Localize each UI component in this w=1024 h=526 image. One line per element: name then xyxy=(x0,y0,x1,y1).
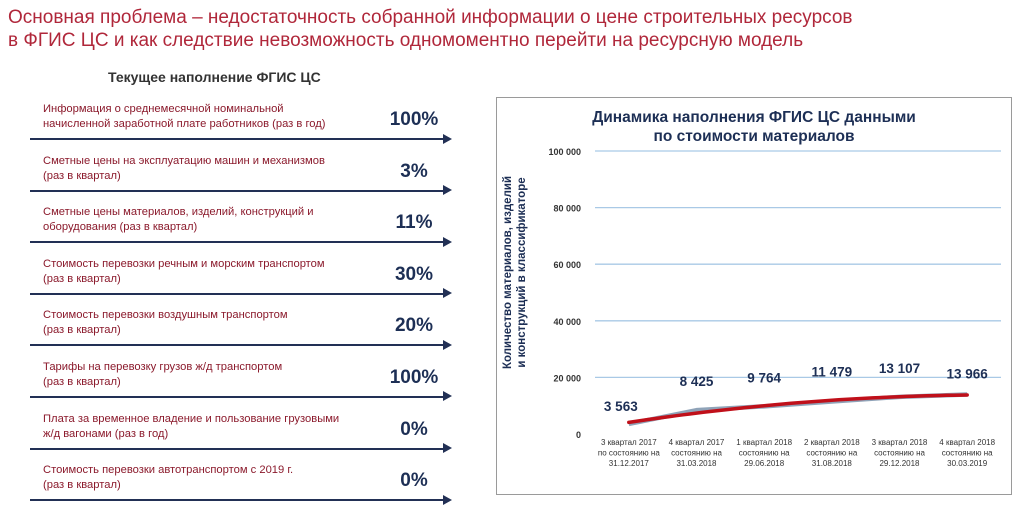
chart-title-line-2: по стоимости материалов xyxy=(653,128,855,145)
item-label: Информация о среднемесячной номинальной н… xyxy=(43,102,363,132)
list-item: Стоимость перевозки автотранспортом с 20… xyxy=(0,457,460,509)
line-chart: 0 20 000 40 000 60 000 80 000 100 000 Количест… xyxy=(502,147,1001,468)
item-label-line-1: Информация о среднемесячной номинальной xyxy=(43,103,284,115)
item-percentage: 3% xyxy=(400,160,428,182)
y-tick-label: 100 000 xyxy=(548,147,581,157)
data-label: 13 107 xyxy=(879,361,920,376)
item-label-line-2: (раз в квартал) xyxy=(43,272,121,285)
arrow-right-icon xyxy=(443,494,452,505)
trend-line xyxy=(627,393,969,425)
arrow-line xyxy=(30,138,446,140)
arrow-line xyxy=(30,395,446,398)
arrow-line xyxy=(30,241,446,244)
y-axis-label: Количество материалов, изделий и конструк… xyxy=(502,176,528,369)
x-tick-label: 29.12.2018 xyxy=(879,459,920,468)
item-label: Сметные цены материалов, изделий, констр… xyxy=(43,205,363,235)
item-label-line-2: оборудования (раз в квартал) xyxy=(43,221,198,234)
chart-title-line-1: Динамика наполнения ФГИС ЦС данными xyxy=(592,109,916,126)
item-percentage: 11% xyxy=(395,212,433,234)
x-tick-label: 3 квартал 2018 xyxy=(872,438,928,447)
data-label: 3 563 xyxy=(604,399,638,414)
item-label-line-1: Тарифы на перевозку грузов ж/д транспорт… xyxy=(43,360,283,373)
list-item: Сметные цены на эксплуатацию машин и мех… xyxy=(0,148,460,200)
series-line xyxy=(628,392,968,427)
y-tick-label: 40 000 xyxy=(553,317,581,327)
item-label-line-1: Сметные цены материалов, изделий, констр… xyxy=(43,206,314,219)
item-percentage: 100% xyxy=(389,366,439,388)
x-tick-label: по состоянию на xyxy=(598,449,660,458)
data-label: 13 966 xyxy=(947,366,989,381)
resource-list: Информация о среднемесячной номинальной н… xyxy=(0,96,460,509)
arrow-line xyxy=(30,292,446,295)
item-label-line-2: (раз в квартал) xyxy=(43,375,121,388)
chart-title: Динамика наполнения ФГИС ЦС данными по с… xyxy=(497,108,1011,146)
arrow-right-icon xyxy=(443,443,452,454)
item-label-line-1: Сметные цены на эксплуатацию машин и мех… xyxy=(43,154,325,167)
list-item: Стоимость перевозки речным и морским тра… xyxy=(0,251,460,303)
x-tick-label: 4 квартал 2017 xyxy=(669,438,725,447)
y-tick-label: 60 000 xyxy=(553,260,581,270)
item-label-line-2: ж/д вагонами (раз в год) xyxy=(43,427,169,440)
list-item: Плата за временное владение и пользовани… xyxy=(0,406,460,458)
item-percentage: 20% xyxy=(394,315,434,337)
arrow-right-icon xyxy=(443,391,452,402)
data-label: 8 425 xyxy=(680,374,714,389)
list-item: Информация о среднемесячной номинальной н… xyxy=(0,96,460,148)
item-label: Плата за временное владение и пользовани… xyxy=(43,412,363,442)
y-tick-label: 80 000 xyxy=(553,204,581,214)
item-percentage: 0% xyxy=(400,418,428,440)
item-label-line-1: Стоимость перевозки речным и морским тра… xyxy=(43,257,325,270)
item-label-line-2: начисленной заработной плате работников … xyxy=(43,118,326,130)
item-label: Стоимость перевозки воздушным транспорто… xyxy=(43,308,363,338)
y-tick-label: 20 000 xyxy=(553,373,581,383)
arrow-right-icon xyxy=(443,236,452,247)
x-tick-label: 31.12.2017 xyxy=(609,459,650,468)
item-label: Сметные цены на эксплуатацию машин и мех… xyxy=(43,154,363,184)
item-label-line-1: Стоимость перевозки автотранспортом с 20… xyxy=(43,464,294,477)
arrow-right-icon xyxy=(443,133,452,144)
x-tick-label: 31.08.2018 xyxy=(812,459,853,468)
list-item: Тарифы на перевозку грузов ж/д транспорт… xyxy=(0,354,460,406)
item-label-line-2: (раз в квартал) xyxy=(43,324,121,337)
page-title: Основная проблема – недостаточность собр… xyxy=(8,6,1008,52)
x-tick-label: 4 квартал 2018 xyxy=(939,438,995,447)
list-item: Сметные цены материалов, изделий, констр… xyxy=(0,199,460,251)
item-label: Тарифы на перевозку грузов ж/д транспорт… xyxy=(43,360,363,390)
arrow-right-icon xyxy=(443,339,452,350)
x-tick-label: состоянию на xyxy=(739,449,790,458)
item-label-line-1: Стоимость перевозки воздушным транспорто… xyxy=(43,309,288,322)
x-tick-label: состоянию на xyxy=(671,449,722,458)
x-tick-label: 31.03.2018 xyxy=(676,459,717,468)
item-percentage: 100% xyxy=(389,109,439,130)
arrow-line xyxy=(30,344,446,347)
x-tick-label: 2 квартал 2018 xyxy=(804,438,860,447)
arrow-line xyxy=(30,447,446,450)
item-label-line-2: (раз в квартал) xyxy=(43,479,121,492)
x-tick-label: состоянию на xyxy=(942,449,993,458)
page-title-line-1: Основная проблема – недостаточность собр… xyxy=(8,7,853,28)
x-tick-label: 29.06.2018 xyxy=(744,459,785,468)
x-tick-label: состоянию на xyxy=(874,449,925,458)
data-label: 9 764 xyxy=(747,370,781,385)
arrow-line xyxy=(30,499,446,502)
arrow-right-icon xyxy=(443,185,452,196)
page-title-line-2: в ФГИС ЦС и как следствие невозможность … xyxy=(8,30,804,51)
item-label-line-1: Плата за временное владение и пользовани… xyxy=(43,412,340,425)
arrow-right-icon xyxy=(443,288,452,299)
y-tick-label: 0 xyxy=(576,430,581,440)
x-tick-label: 1 квартал 2018 xyxy=(736,438,792,447)
item-percentage: 0% xyxy=(400,470,428,492)
left-panel-heading: Текущее наполнение ФГИС ЦС xyxy=(108,69,321,85)
item-percentage: 30% xyxy=(394,263,434,285)
item-label: Стоимость перевозки автотранспортом с 20… xyxy=(43,463,363,493)
data-label: 11 479 xyxy=(812,365,853,380)
x-tick-label: 3 квартал 2017 xyxy=(601,438,657,447)
item-label-line-2: (раз в квартал) xyxy=(43,169,121,182)
x-tick-label: 30.03.2019 xyxy=(947,459,988,468)
x-tick-label: состоянию на xyxy=(806,449,857,458)
list-item: Стоимость перевозки воздушным транспорто… xyxy=(0,302,460,354)
arrow-line xyxy=(30,189,446,192)
chart-panel: Динамика наполнения ФГИС ЦС данными по с… xyxy=(496,97,1012,495)
item-label: Стоимость перевозки речным и морским тра… xyxy=(43,257,363,287)
